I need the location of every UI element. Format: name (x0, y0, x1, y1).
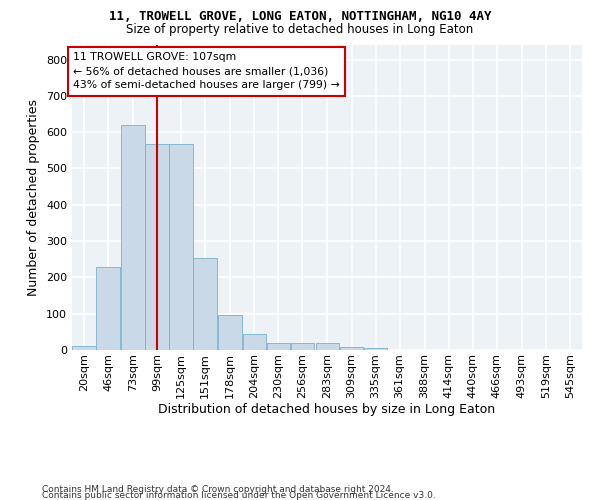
Bar (145, 144, 169, 350)
Bar (290, 342, 314, 350)
Text: 11, TROWELL GROVE, LONG EATON, NOTTINGHAM, NG10 4AY: 11, TROWELL GROVE, LONG EATON, NOTTINGHA… (109, 10, 491, 23)
X-axis label: Distribution of detached houses by size in Long Eaton: Distribution of detached houses by size … (158, 404, 496, 416)
Bar (72, 346, 96, 350)
Text: Contains HM Land Registry data © Crown copyright and database right 2024.: Contains HM Land Registry data © Crown c… (42, 484, 394, 494)
Bar (218, 315, 242, 350)
Bar (266, 342, 290, 350)
Bar (193, 258, 217, 350)
Y-axis label: Number of detached properties: Number of detached properties (28, 99, 40, 296)
Bar (242, 334, 266, 350)
Bar (96, 267, 120, 350)
Bar (340, 347, 364, 350)
Bar (364, 348, 388, 350)
Bar (316, 344, 339, 350)
Text: Contains public sector information licensed under the Open Government Licence v3: Contains public sector information licen… (42, 491, 436, 500)
Text: 11 TROWELL GROVE: 107sqm
← 56% of detached houses are smaller (1,036)
43% of sem: 11 TROWELL GROVE: 107sqm ← 56% of detach… (73, 52, 340, 90)
Bar (169, 144, 193, 350)
Text: Size of property relative to detached houses in Long Eaton: Size of property relative to detached ho… (127, 22, 473, 36)
Bar (121, 125, 145, 350)
